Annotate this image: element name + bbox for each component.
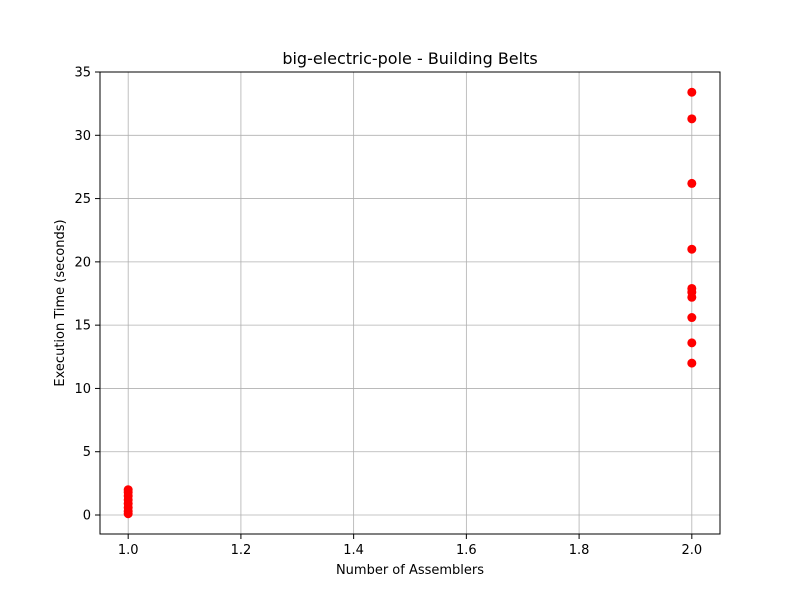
y-tick-label: 35 [74, 66, 91, 81]
data-point [687, 313, 697, 323]
y-tick-label: 15 [74, 319, 91, 334]
data-point [687, 178, 697, 188]
data-point [687, 358, 697, 368]
chart-title: big-electric-pole - Building Belts [282, 49, 537, 68]
x-tick-label: 1.6 [456, 543, 477, 558]
y-tick-label: 30 [74, 129, 91, 144]
data-point [687, 244, 697, 254]
y-axis-ticks: 0 5 10 15 20 25 30 35 [74, 66, 100, 524]
x-axis-label: Number of Assemblers [336, 563, 484, 578]
x-tick-label: 1.2 [231, 543, 252, 558]
data-point [687, 114, 697, 124]
data-point [123, 485, 133, 495]
data-point [687, 338, 697, 348]
y-tick-label: 25 [74, 192, 91, 207]
x-tick-label: 1.0 [118, 543, 139, 558]
data-point [687, 87, 697, 97]
x-tick-label: 1.8 [569, 543, 590, 558]
y-tick-label: 10 [74, 382, 91, 397]
y-tick-label: 5 [83, 445, 91, 460]
x-axis-ticks: 1.0 1.2 1.4 1.6 1.8 2.0 [118, 534, 702, 558]
y-tick-label: 0 [83, 509, 91, 524]
y-tick-label: 20 [74, 255, 91, 270]
data-points [123, 87, 697, 519]
data-point [687, 283, 697, 293]
y-axis-label: Execution Time (seconds) [53, 219, 68, 386]
x-tick-label: 1.4 [343, 543, 364, 558]
plot-frame [99, 71, 721, 535]
x-tick-label: 2.0 [681, 543, 702, 558]
